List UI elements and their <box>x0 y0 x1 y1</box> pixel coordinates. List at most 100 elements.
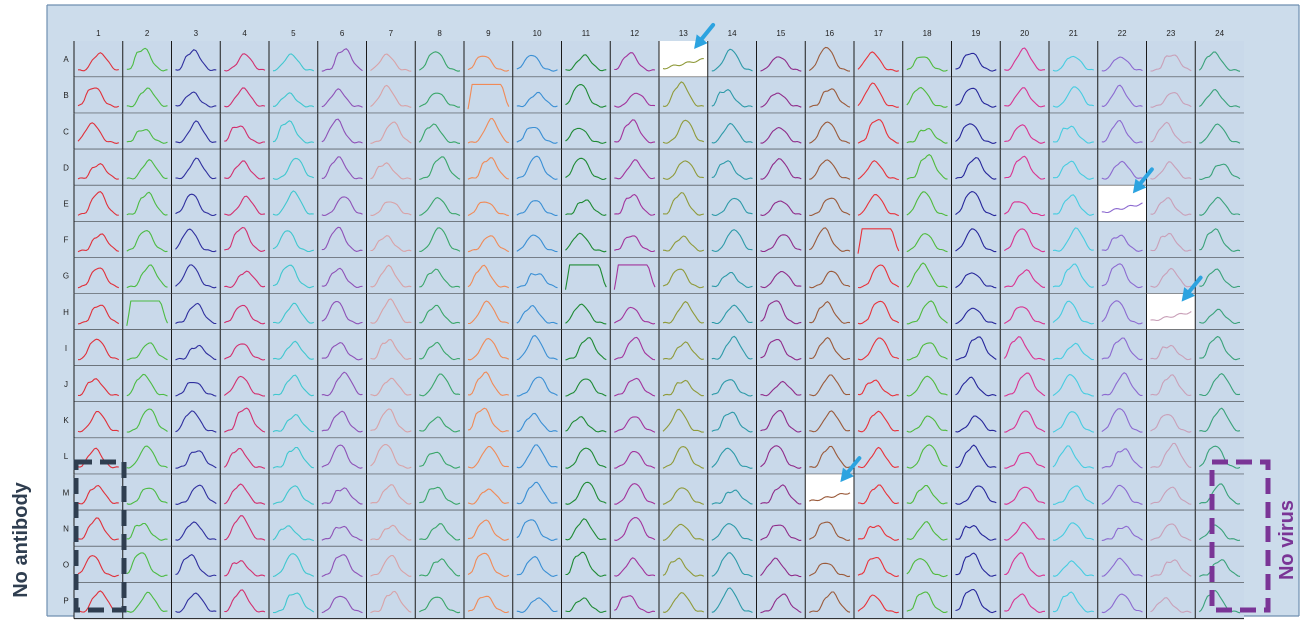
well-N1[interactable] <box>73 510 123 547</box>
well-A9[interactable] <box>463 41 513 78</box>
well-A14[interactable] <box>707 41 757 78</box>
well-J15[interactable] <box>756 365 806 403</box>
well-M14[interactable] <box>707 474 757 511</box>
well-L11[interactable] <box>561 438 611 475</box>
well-P21[interactable] <box>1048 582 1098 620</box>
well-O4[interactable] <box>219 546 269 583</box>
well-G13[interactable] <box>658 257 708 295</box>
well-G12[interactable] <box>609 257 659 295</box>
well-H12[interactable] <box>609 293 659 331</box>
well-B24[interactable] <box>1194 77 1244 114</box>
well-E12[interactable] <box>609 185 659 222</box>
well-H15[interactable] <box>756 293 806 331</box>
well-I6[interactable] <box>317 329 367 367</box>
well-H17[interactable] <box>853 293 903 331</box>
well-D15[interactable] <box>756 149 806 186</box>
well-P10[interactable] <box>512 582 562 620</box>
well-F2[interactable] <box>122 221 172 259</box>
well-E1[interactable] <box>73 185 123 222</box>
well-O3[interactable] <box>171 546 221 583</box>
well-K18[interactable] <box>902 402 952 439</box>
well-N16[interactable] <box>804 510 854 547</box>
well-C21[interactable] <box>1048 113 1098 150</box>
well-I20[interactable] <box>999 329 1049 367</box>
well-B1[interactable] <box>73 77 123 114</box>
well-L5[interactable] <box>268 438 318 475</box>
well-I11[interactable] <box>561 329 611 367</box>
well-M20[interactable] <box>999 474 1049 511</box>
well-D16[interactable] <box>804 149 854 186</box>
well-P22[interactable] <box>1097 582 1147 620</box>
well-C11[interactable] <box>561 113 611 150</box>
well-D20[interactable] <box>999 149 1049 186</box>
well-D10[interactable] <box>512 149 562 186</box>
well-G8[interactable] <box>414 257 464 295</box>
well-D5[interactable] <box>268 149 318 186</box>
well-O18[interactable] <box>902 546 952 583</box>
well-L17[interactable] <box>853 438 903 475</box>
well-O15[interactable] <box>756 546 806 583</box>
well-I18[interactable] <box>902 329 952 367</box>
well-K24[interactable] <box>1194 402 1244 439</box>
well-K17[interactable] <box>853 402 903 439</box>
well-P3[interactable] <box>171 582 221 620</box>
well-B15[interactable] <box>756 77 806 114</box>
well-P23[interactable] <box>1146 582 1196 620</box>
well-K16[interactable] <box>804 402 854 439</box>
well-F16[interactable] <box>804 221 854 259</box>
well-I21[interactable] <box>1048 329 1098 367</box>
well-G15[interactable] <box>756 257 806 295</box>
well-J14[interactable] <box>707 365 757 403</box>
well-J11[interactable] <box>561 365 611 403</box>
well-F22[interactable] <box>1097 221 1147 259</box>
well-B17[interactable] <box>853 77 903 114</box>
well-E7[interactable] <box>366 185 416 222</box>
well-G6[interactable] <box>317 257 367 295</box>
well-C3[interactable] <box>171 113 221 150</box>
well-O13[interactable] <box>658 546 708 583</box>
well-J2[interactable] <box>122 365 172 403</box>
well-C19[interactable] <box>951 113 1001 150</box>
well-K10[interactable] <box>512 402 562 439</box>
well-O16[interactable] <box>804 546 854 583</box>
well-I15[interactable] <box>756 329 806 367</box>
well-C1[interactable] <box>73 113 123 150</box>
well-A19[interactable] <box>951 41 1001 78</box>
well-J21[interactable] <box>1048 365 1098 403</box>
well-C8[interactable] <box>414 113 464 150</box>
well-J7[interactable] <box>366 365 416 403</box>
well-N10[interactable] <box>512 510 562 547</box>
well-E22[interactable] <box>1097 185 1147 222</box>
well-G11[interactable] <box>561 257 611 295</box>
well-P20[interactable] <box>999 582 1049 620</box>
well-G24[interactable] <box>1194 257 1244 295</box>
well-B7[interactable] <box>366 77 416 114</box>
well-A12[interactable] <box>609 41 659 78</box>
well-O21[interactable] <box>1048 546 1098 583</box>
well-B14[interactable] <box>707 77 757 114</box>
well-A4[interactable] <box>219 41 269 78</box>
well-I1[interactable] <box>73 329 123 367</box>
well-O8[interactable] <box>414 546 464 583</box>
well-L19[interactable] <box>951 438 1001 475</box>
well-M23[interactable] <box>1146 474 1196 511</box>
well-C22[interactable] <box>1097 113 1147 150</box>
well-D7[interactable] <box>366 149 416 186</box>
well-J23[interactable] <box>1146 365 1196 403</box>
well-N20[interactable] <box>999 510 1049 547</box>
well-L4[interactable] <box>219 438 269 475</box>
well-N14[interactable] <box>707 510 757 547</box>
well-O10[interactable] <box>512 546 562 583</box>
well-O1[interactable] <box>73 546 123 583</box>
well-B10[interactable] <box>512 77 562 114</box>
well-G21[interactable] <box>1048 257 1098 295</box>
well-A21[interactable] <box>1048 41 1098 78</box>
well-H10[interactable] <box>512 293 562 331</box>
well-H20[interactable] <box>999 293 1049 331</box>
well-D8[interactable] <box>414 149 464 186</box>
well-F24[interactable] <box>1194 221 1244 259</box>
well-H19[interactable] <box>951 293 1001 331</box>
well-D14[interactable] <box>707 149 757 186</box>
well-K21[interactable] <box>1048 402 1098 439</box>
well-E18[interactable] <box>902 185 952 222</box>
